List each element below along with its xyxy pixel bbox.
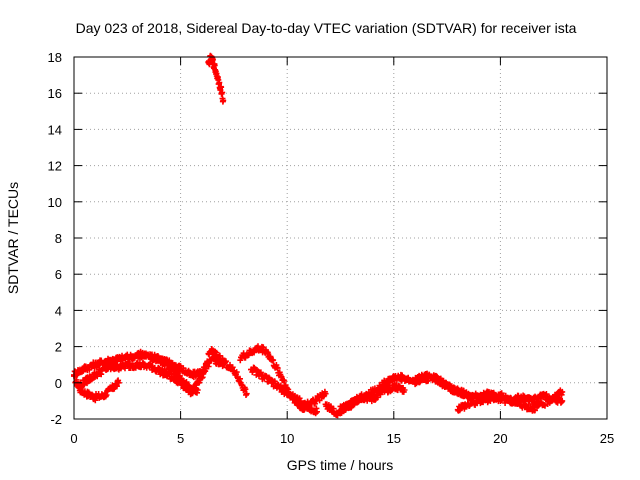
- axes: 0 5 10 15 20 25 -2 0 2 4 6 8 10 12 14 16 18: [48, 50, 615, 446]
- y-tick-label: 6: [55, 267, 62, 282]
- y-tick-label: 2: [55, 340, 62, 355]
- x-tick-label: 15: [387, 431, 401, 446]
- y-tick-label: 0: [55, 376, 62, 391]
- data-series-layer: [71, 52, 566, 419]
- y-tick-label: -2: [50, 412, 62, 427]
- series-arc-h: [322, 371, 468, 419]
- y-tick-label: 16: [48, 86, 62, 101]
- y-axis-label: SDTVAR / TECUs: [5, 182, 21, 294]
- series-arc-k: [454, 387, 566, 414]
- series-arc-d: [135, 348, 201, 396]
- x-tick-label: 20: [493, 431, 507, 446]
- y-tick-label: 10: [48, 195, 62, 210]
- data-markers: [135, 348, 201, 396]
- series-arc-i: [337, 380, 408, 413]
- plot-border: [73, 56, 608, 420]
- series-arc-g: [248, 364, 329, 410]
- data-markers: [454, 387, 566, 414]
- data-markers: [248, 364, 329, 410]
- x-tick-label: 0: [70, 431, 77, 446]
- y-tick-label: 4: [55, 303, 62, 318]
- y-tick-label: 8: [55, 231, 62, 246]
- data-markers: [322, 371, 468, 419]
- x-tick-label: 10: [280, 431, 294, 446]
- data-markers: [337, 380, 408, 413]
- y-tick-label: 12: [48, 159, 62, 174]
- data-markers: [205, 52, 227, 105]
- x-axis-label: GPS time / hours: [287, 457, 394, 473]
- x-tick-label: 25: [600, 431, 614, 446]
- data-markers: [75, 346, 250, 398]
- series-arc-e: [205, 52, 227, 105]
- y-tick-label: 14: [48, 122, 62, 137]
- y-tick-label: 18: [48, 50, 62, 65]
- series-arc-c: [75, 346, 250, 398]
- grid-lines: [74, 57, 607, 419]
- x-tick-label: 5: [177, 431, 184, 446]
- chart-title: Day 023 of 2018, Sidereal Day-to-day VTE…: [76, 20, 577, 36]
